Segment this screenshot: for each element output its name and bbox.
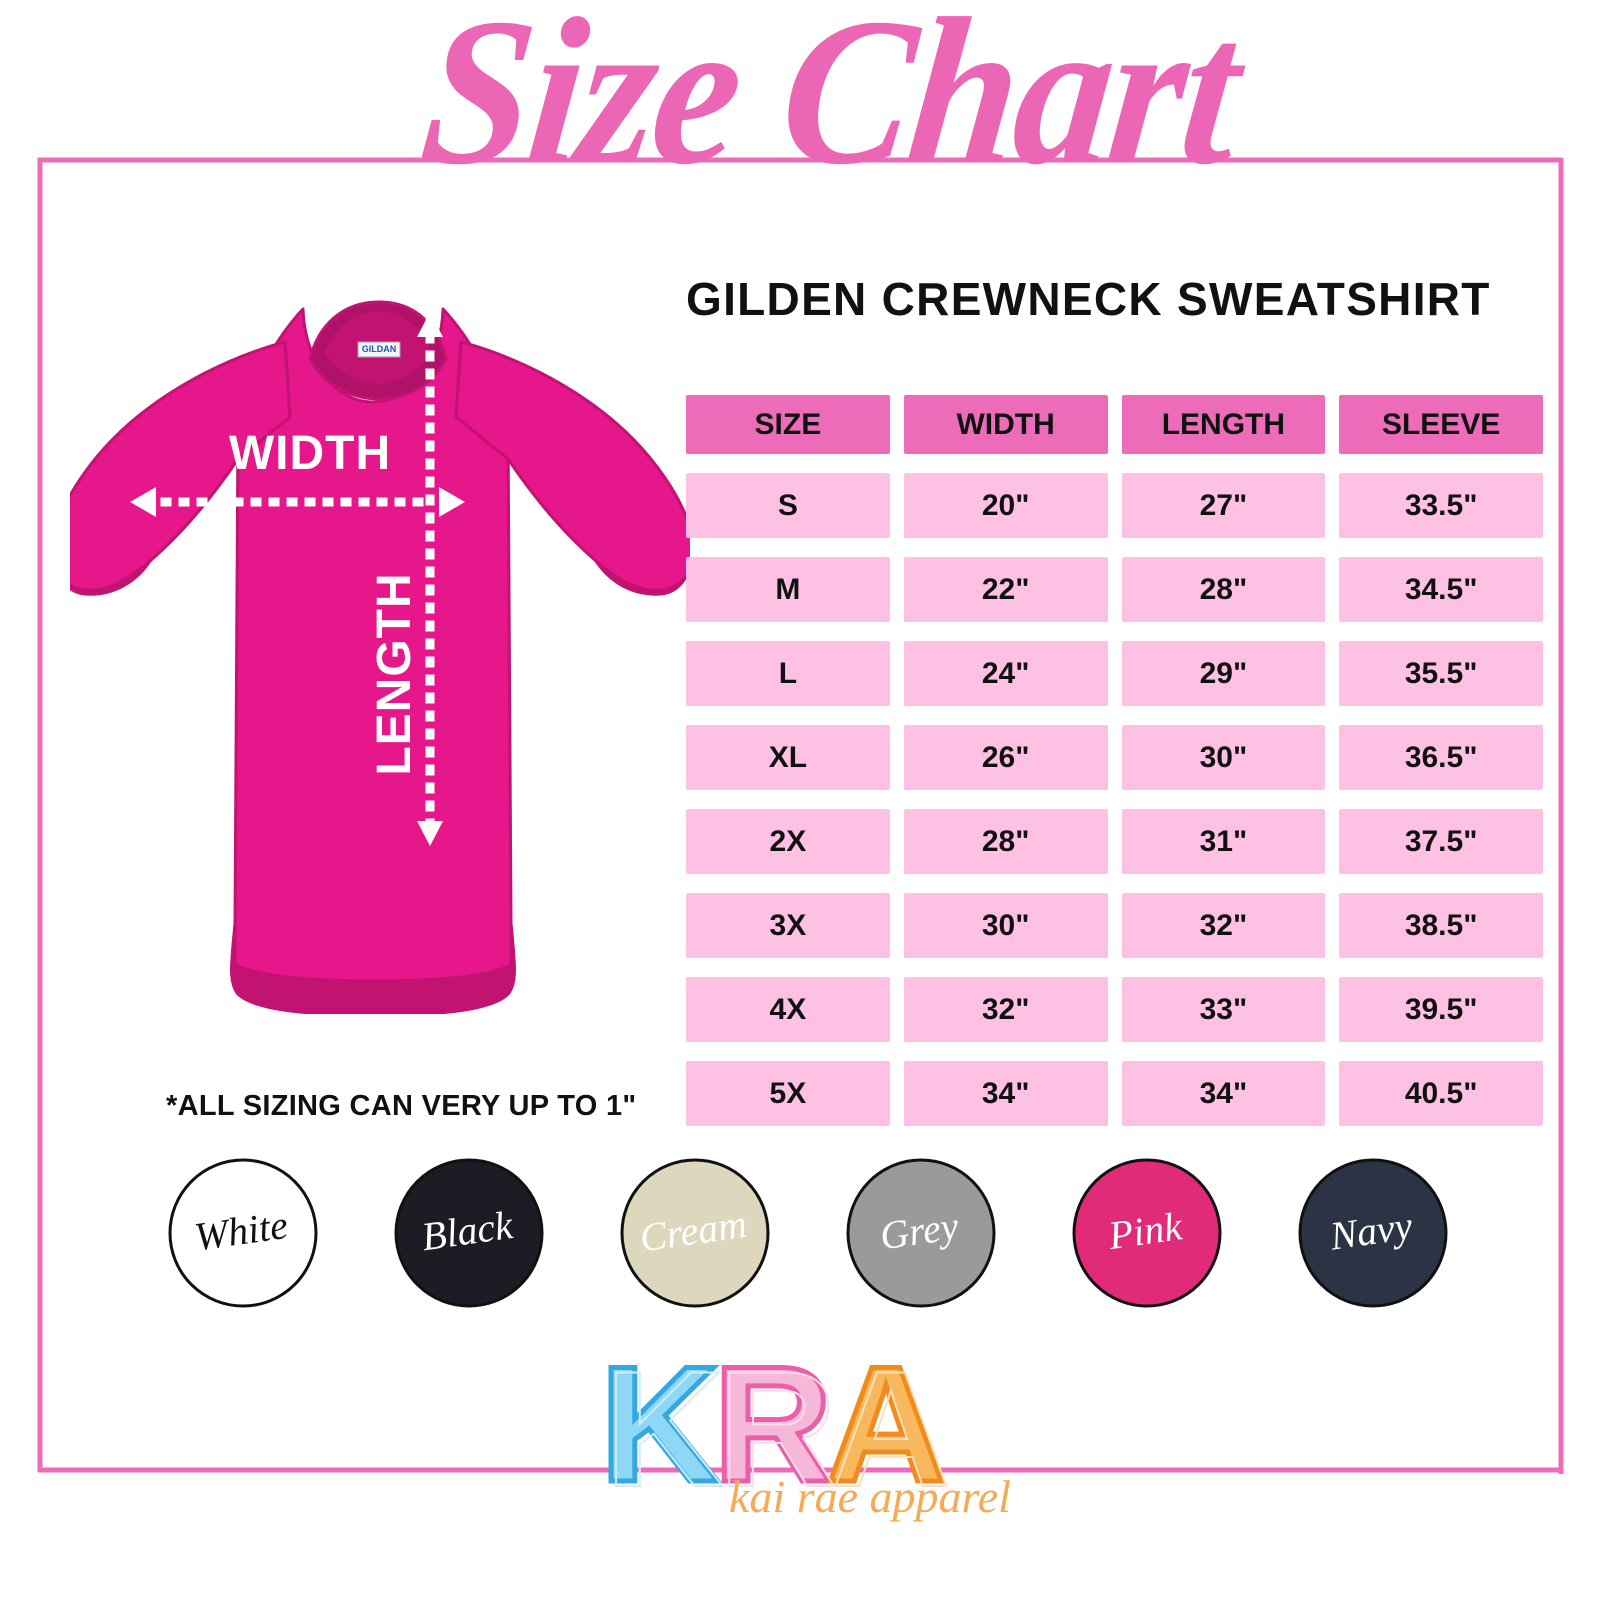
svg-text:WIDTH: WIDTH <box>229 427 391 480</box>
svg-text:LENGTH: LENGTH <box>368 572 421 775</box>
